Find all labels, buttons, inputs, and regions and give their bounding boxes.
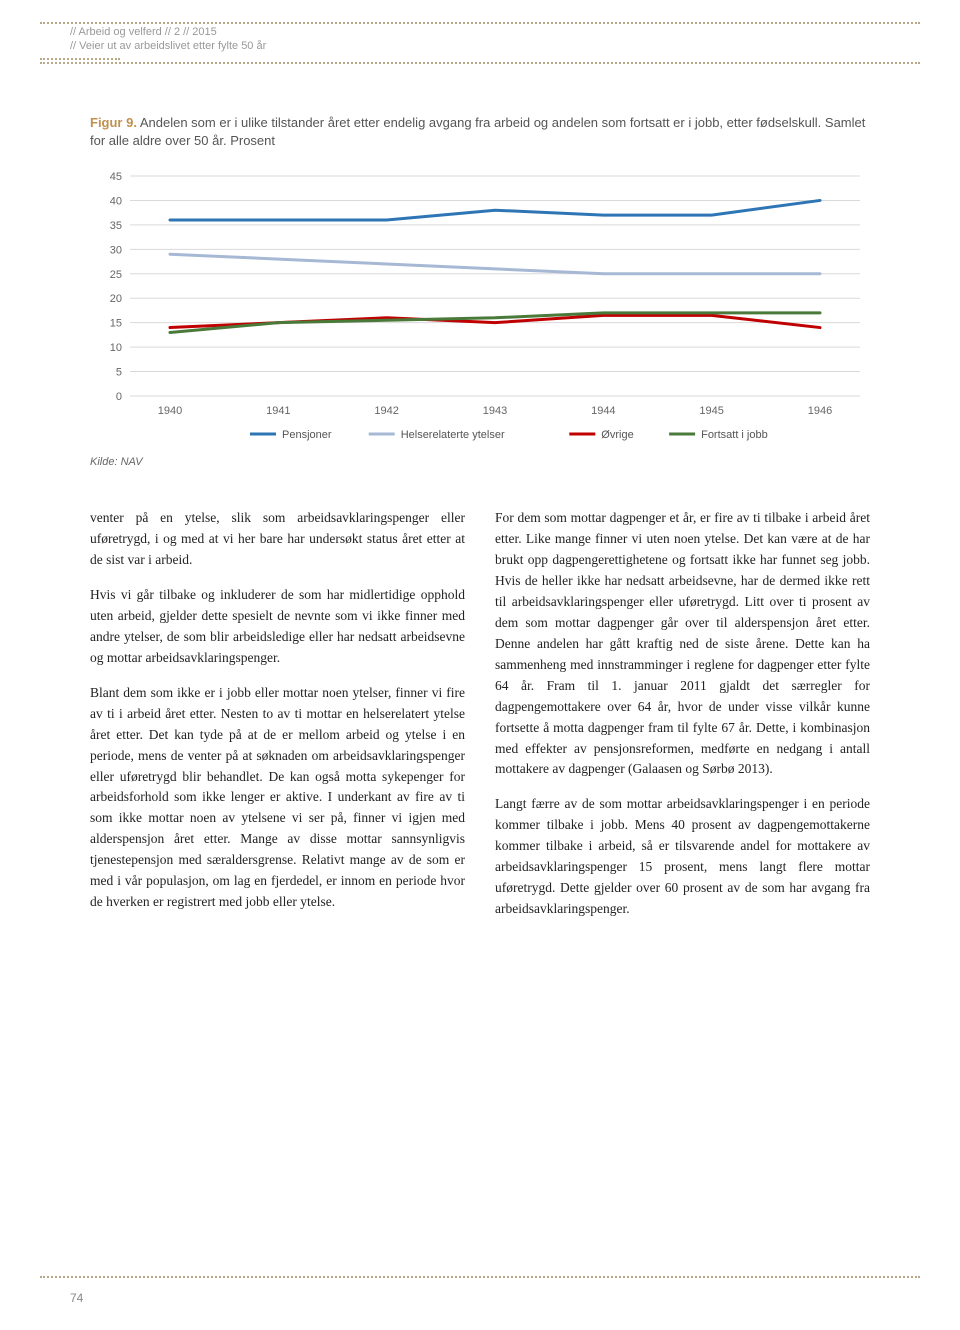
svg-text:5: 5 [116,367,122,379]
para: For dem som mottar dagpenger et år, er f… [495,508,870,780]
para: Blant dem som ikke er i jobb eller motta… [90,683,465,913]
svg-text:1945: 1945 [699,405,723,417]
svg-text:30: 30 [110,245,122,257]
series-Helserelaterte ytelser [170,255,820,275]
svg-text:40: 40 [110,196,122,208]
header-dots-short [40,58,120,60]
svg-text:Pensjoner: Pensjoner [282,429,332,441]
header-dots-bottom [40,62,920,64]
header-line-1: // Arbeid og velferd // 2 // 2015 [70,26,920,38]
svg-text:1940: 1940 [158,405,182,417]
footer-dots [40,1276,920,1278]
svg-text:Øvrige: Øvrige [601,429,633,441]
svg-text:1944: 1944 [591,405,615,417]
figure-caption: Figur 9. Andelen som er i ulike tilstand… [90,114,870,150]
para: Hvis vi går tilbake og inkluderer de som… [90,585,465,669]
svg-text:1942: 1942 [374,405,398,417]
svg-text:10: 10 [110,342,122,354]
header-line-2: // Veier ut av arbeidslivet etter fylte … [70,40,920,52]
svg-text:20: 20 [110,294,122,306]
svg-text:15: 15 [110,318,122,330]
line-chart: 0 5 10 15 20 25 30 35 40 45 1940 1941 1942 1943 1944 19… [90,166,870,446]
svg-text:1943: 1943 [483,405,507,417]
svg-text:1941: 1941 [266,405,290,417]
para: venter på en ytelse, slik som arbeidsavk… [90,508,465,571]
svg-text:1946: 1946 [808,405,832,417]
column-left: venter på en ytelse, slik som arbeidsavk… [90,508,465,934]
figure-9: Figur 9. Andelen som er i ulike tilstand… [90,114,870,468]
para: Langt færre av de som mottar arbeidsavkl… [495,794,870,920]
svg-text:0: 0 [116,391,122,403]
series-Pensjoner [170,201,820,221]
svg-text:Fortsatt i jobb: Fortsatt i jobb [701,429,768,441]
svg-text:45: 45 [110,171,122,183]
svg-text:25: 25 [110,269,122,281]
svg-text:35: 35 [110,220,122,232]
figure-label: Figur 9. [90,115,137,130]
column-right: For dem som mottar dagpenger et år, er f… [495,508,870,934]
page-header: // Arbeid og velferd // 2 // 2015 // Vei… [40,26,920,52]
svg-text:Helserelaterte ytelser: Helserelaterte ytelser [401,429,505,441]
page-number: 74 [70,1291,83,1305]
figure-source: Kilde: NAV [90,456,870,468]
body-text: venter på en ytelse, slik som arbeidsavk… [90,508,870,934]
figure-caption-text: Andelen som er i ulike tilstander året e… [90,115,865,148]
header-dots-top [40,22,920,24]
